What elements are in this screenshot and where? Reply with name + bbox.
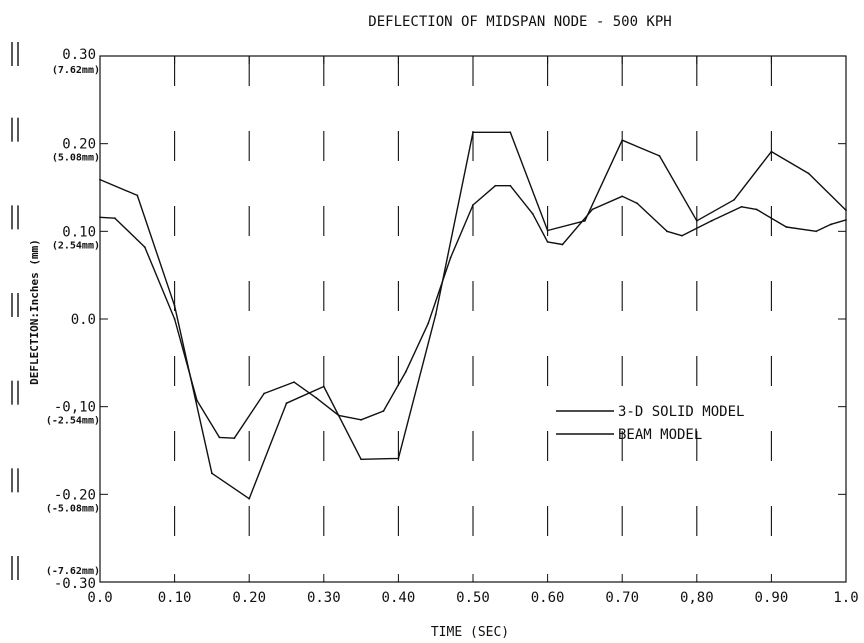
series-1-point-26 — [681, 235, 683, 237]
legend: 3-D SOLID MODEL BEAM MODEL — [556, 404, 744, 443]
series-1-point-7 — [263, 393, 265, 395]
series-1-point-31 — [815, 230, 817, 232]
series-1-point-23 — [621, 195, 623, 197]
series-0-point-0 — [99, 179, 101, 181]
chart-title: DEFLECTION OF MIDSPAN NODE - 500 KPH — [368, 14, 671, 30]
x-tick-label-0: 0.0 — [87, 590, 112, 606]
series-0-point-13 — [584, 220, 586, 222]
series-1-point-5 — [218, 436, 220, 438]
series-0-point-10 — [472, 131, 474, 133]
series-1-point-19 — [532, 213, 534, 215]
y-tick-label-1: 0.20 — [62, 137, 96, 153]
series-1-point-9 — [315, 397, 317, 399]
series-1-point-16 — [472, 204, 474, 206]
y-tick-sublabel-6: (-7.62mm) — [46, 566, 100, 577]
series-0-point-3 — [211, 472, 213, 474]
series-1-point-30 — [785, 226, 787, 228]
series-1-point-13 — [405, 371, 407, 373]
y-tick-sublabel-2: (2.54mm) — [52, 240, 100, 251]
series-1-point-22 — [591, 209, 593, 211]
axis-marks: 0.0 0.10 0.20 0.30 0.40 0.50 0.60 0.70 0,80 0.90 1… — [12, 42, 859, 606]
series-1-point-15 — [450, 257, 452, 259]
series-1-point-28 — [741, 206, 743, 208]
y-axis-label: DEFLECTION:Inches (mm) — [28, 239, 41, 385]
series-0-point-14 — [621, 139, 623, 141]
series-0-point-11 — [509, 131, 511, 133]
series-0-point-4 — [248, 498, 250, 500]
x-tick-label-3: 0.30 — [307, 590, 341, 606]
series-0-point-12 — [547, 230, 549, 232]
x-tick-label-6: 0.60 — [531, 590, 565, 606]
series-1-point-33 — [845, 219, 847, 221]
series-1-point-14 — [427, 322, 429, 324]
y-tick-label-2: 0.10 — [62, 224, 96, 240]
series-0-point-20 — [845, 209, 847, 211]
x-tick-label-4: 0.40 — [382, 590, 416, 606]
legend-label-1: BEAM MODEL — [618, 427, 702, 443]
series-0-point-15 — [659, 155, 661, 157]
series-0-point-16 — [696, 220, 698, 222]
series-1-point-4 — [196, 400, 198, 402]
y-tick-label-5: -0.20 — [54, 487, 96, 503]
series-1-point-32 — [830, 223, 832, 225]
x-axis-label: TIME (SEC) — [431, 625, 509, 640]
y-tick-label-3: 0.0 — [71, 312, 96, 328]
y-tick-sublabel-0: (7.62mm) — [52, 65, 100, 76]
series-0-point-1 — [136, 194, 138, 196]
series-1-point-3 — [174, 318, 176, 320]
series-0-point-6 — [323, 386, 325, 388]
series-0-point-7 — [360, 458, 362, 460]
x-tick-label-7: 0.70 — [605, 590, 639, 606]
x-tick-label-5: 0.50 — [456, 590, 490, 606]
series-1-point-21 — [562, 244, 564, 246]
series-1-point-27 — [711, 220, 713, 222]
series-1-point-10 — [338, 415, 340, 417]
series-1-point-11 — [360, 419, 362, 421]
x-tick-label-8: 0,80 — [680, 590, 714, 606]
series-0-point-9 — [435, 314, 437, 316]
x-tick-label-10: 1.0 — [833, 590, 858, 606]
x-tick-label-1: 0.10 — [158, 590, 192, 606]
series-0-point-17 — [733, 199, 735, 201]
series-0-point-2 — [174, 305, 176, 307]
y-tick-label-0: 0.30 — [62, 47, 96, 63]
y-tick-label-6: -0.30 — [54, 576, 96, 592]
series-1-point-17 — [494, 185, 496, 187]
series-0-point-8 — [398, 457, 400, 459]
y-tick-sublabel-1: (5.08mm) — [52, 153, 100, 164]
series-1-point-6 — [233, 437, 235, 439]
series-1-point-1 — [114, 217, 116, 219]
series-1-point-25 — [666, 230, 668, 232]
y-tick-label-4: -0,10 — [54, 400, 96, 416]
y-tick-sublabel-5: (-5.08mm) — [46, 503, 100, 514]
series-1-point-24 — [636, 202, 638, 204]
series-0-point-18 — [771, 151, 773, 153]
series-0-point-19 — [808, 173, 810, 175]
series-1-point-12 — [383, 410, 385, 412]
series-1-point-8 — [293, 381, 295, 383]
series-1-point-18 — [509, 185, 511, 187]
x-tick-label-9: 0.90 — [755, 590, 789, 606]
x-tick-label-2: 0.20 — [232, 590, 266, 606]
series-1-point-0 — [99, 216, 101, 218]
series-1-point-29 — [756, 209, 758, 211]
series-0-point-5 — [286, 402, 288, 404]
series-1-point-20 — [547, 241, 549, 243]
series-1-point-2 — [144, 246, 146, 248]
legend-label-0: 3-D SOLID MODEL — [618, 404, 744, 420]
y-tick-sublabel-4: (-2.54mm) — [46, 416, 100, 427]
